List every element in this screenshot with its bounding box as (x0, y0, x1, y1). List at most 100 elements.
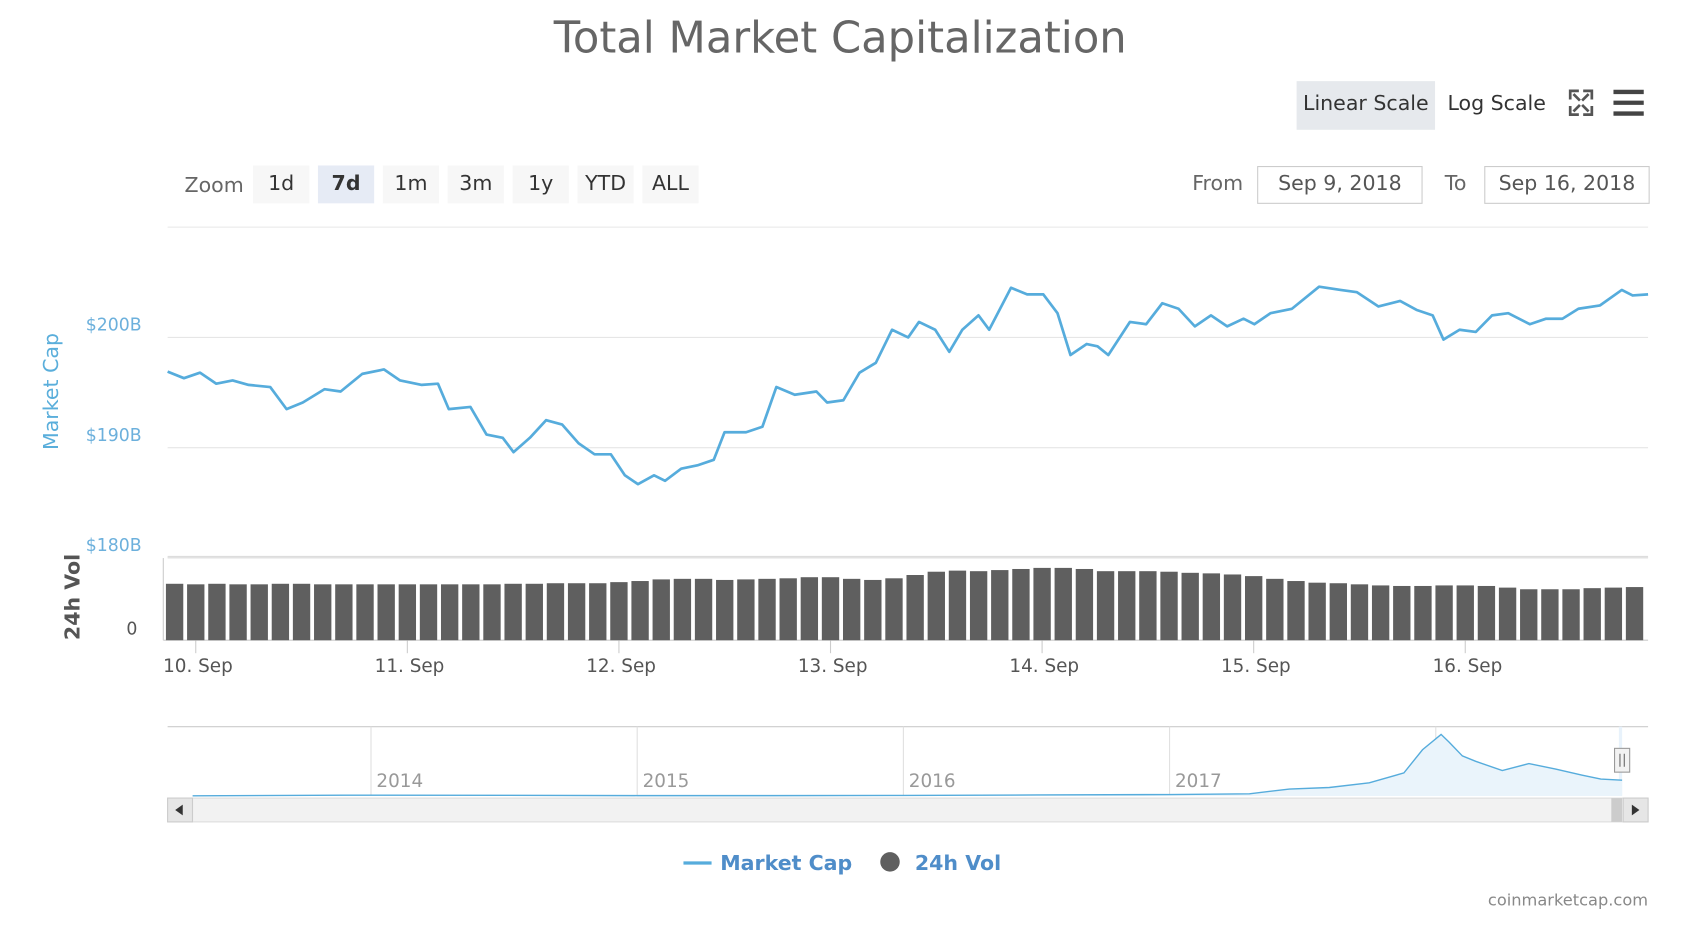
scroll-left-arrow (175, 804, 183, 816)
volume-bar (1350, 584, 1369, 641)
zoom-button[interactable] (253, 165, 310, 204)
x-tick-label: 13. Sep (798, 656, 868, 677)
zoom-button[interactable] (382, 165, 440, 204)
to-value: Sep 16, 2018 (1499, 171, 1636, 195)
volume-bar (1096, 571, 1115, 641)
zoom-button-label: YTD (584, 171, 626, 195)
zoom-button[interactable] (577, 165, 634, 204)
volume-bar (1520, 589, 1538, 641)
volume-bar (229, 584, 247, 641)
volume-bar (1414, 585, 1432, 641)
fullscreen-icon[interactable] (1568, 89, 1594, 117)
legend-label[interactable]: Market Cap (720, 851, 852, 875)
volume-bar (335, 584, 353, 641)
zoom-button[interactable] (317, 165, 375, 204)
chart-title: Total Market Capitalization (553, 14, 1127, 64)
zoom-button-label: 7d (332, 171, 361, 195)
volume-bar (525, 583, 543, 641)
scale-button[interactable] (1437, 81, 1557, 130)
volume-bar (1393, 585, 1411, 641)
volume-bar (1202, 573, 1221, 641)
volume-bar (1075, 568, 1094, 641)
volume-bar (737, 579, 755, 641)
x-tick-label: 10. Sep (163, 656, 233, 677)
scale-button[interactable] (1296, 81, 1436, 130)
y-tick-label: $180B (86, 536, 142, 556)
scale-button-label: Log Scale (1447, 91, 1545, 115)
volume-bar (864, 579, 882, 641)
volume-bar (1562, 589, 1580, 641)
legend-label[interactable]: 24h Vol (915, 851, 1001, 875)
legend-symbol (880, 852, 900, 872)
volume-bar (610, 582, 628, 641)
navigator-tick-label: 2014 (376, 771, 423, 792)
volume-bar (821, 577, 840, 641)
volume-bar (165, 583, 184, 641)
volume-bar (1541, 589, 1559, 641)
volume-bar (779, 578, 797, 641)
volume-bar (758, 578, 776, 641)
zoom-button[interactable] (447, 165, 504, 204)
scrollbar-track[interactable] (167, 797, 1649, 823)
volume-bar (377, 584, 395, 641)
volume-bar (1371, 585, 1390, 641)
x-tick-label: 14. Sep (1009, 656, 1079, 677)
volume-bar (419, 584, 438, 641)
volume-bar (885, 578, 903, 641)
navigator-handle[interactable] (1614, 747, 1631, 773)
volume-bar (1118, 571, 1136, 641)
navigator-area-fill (192, 734, 1623, 796)
volume-bar (1160, 571, 1178, 641)
x-tick-label: 12. Sep (586, 656, 656, 677)
zoom-button[interactable] (642, 165, 699, 204)
zoom-button-label: 1y (528, 171, 553, 195)
to-label: To (1444, 171, 1467, 195)
volume-bar (1181, 572, 1199, 641)
volume-bar (1308, 582, 1326, 641)
volume-bar (1435, 585, 1453, 641)
volume-bar (1329, 583, 1347, 641)
volume-bar (187, 584, 205, 641)
volume-bar (208, 583, 226, 641)
volume-bar (1287, 581, 1305, 641)
navigator-tick-label: 2015 (643, 771, 690, 792)
from-value: Sep 9, 2018 (1278, 171, 1402, 195)
volume-bar (1266, 578, 1284, 641)
volume-bar (1245, 576, 1263, 641)
y-axis-title: Market Cap (39, 333, 63, 450)
y-tick-label: $200B (86, 316, 142, 336)
from-label: From (1192, 171, 1243, 195)
volume-bar (398, 584, 417, 641)
volume-bar (906, 575, 924, 641)
zoom-button[interactable] (512, 165, 569, 204)
zoom-button-label: 1m (394, 171, 427, 195)
volume-bar (800, 577, 819, 641)
volume-bar (1477, 585, 1496, 641)
volume-bar (504, 583, 522, 641)
y2-axis-title: 24h Vol (61, 554, 85, 640)
zoom-button-label: ALL (652, 171, 689, 195)
volume-bar (250, 584, 268, 641)
menu-icon[interactable] (1613, 89, 1644, 116)
volume-bar (1583, 588, 1601, 641)
from-input[interactable] (1257, 166, 1423, 204)
volume-bar (1223, 574, 1242, 641)
volume-bar (842, 578, 861, 641)
zoom-button-label: 3m (459, 171, 492, 195)
volume-bar (1139, 571, 1157, 641)
volume-bar (1054, 567, 1072, 641)
scroll-right-arrow (1631, 804, 1640, 816)
volume-bar (927, 571, 945, 641)
navigator-tick-label: 2016 (909, 771, 956, 792)
volume-bar (1012, 568, 1030, 641)
volume-bar (1456, 585, 1474, 641)
volume-bar (694, 578, 713, 641)
volume-bar (292, 583, 311, 641)
volume-bar (314, 584, 332, 641)
to-input[interactable] (1484, 166, 1650, 204)
zoom-button-label: 1d (268, 171, 294, 195)
navigator-line (192, 733, 1623, 797)
scrollbar-thumb[interactable] (1611, 798, 1623, 822)
volume-bar (969, 571, 988, 641)
